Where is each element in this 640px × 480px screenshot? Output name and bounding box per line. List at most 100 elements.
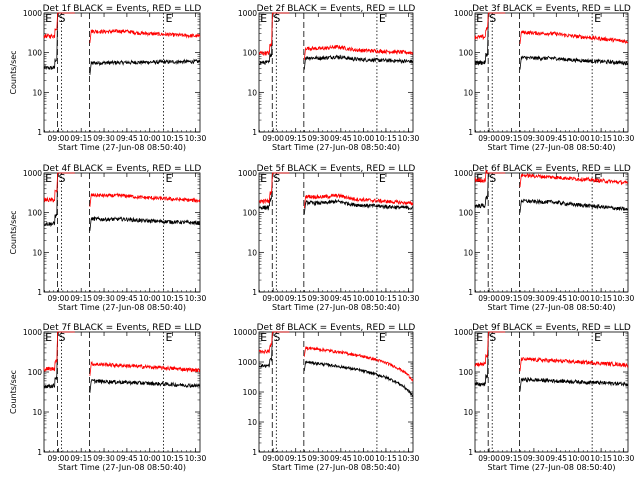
y-tick-label: 1000 <box>23 169 42 178</box>
x-axis-label: Start Time (27-Jun-08 08:50:40) <box>488 303 616 312</box>
series-black-pre <box>258 12 290 65</box>
series-red-post <box>89 360 201 376</box>
x-tick-label: 10:30 <box>613 454 635 463</box>
x-tick-label: 09:00 <box>478 454 500 463</box>
x-tick-label: 09:15 <box>285 134 307 143</box>
x-axis-label: Start Time (27-Jun-08 08:50:40) <box>58 463 186 472</box>
panel-title: Det 2f BLACK = Events, RED = LLD <box>257 4 416 14</box>
x-tick-label: 09:45 <box>116 294 138 303</box>
y-tick-label: 1000 <box>238 169 257 178</box>
y-tick-label: 10 <box>463 408 473 417</box>
y-tick-label: 1000 <box>23 328 42 337</box>
series-red-pre <box>258 331 290 355</box>
x-tick-label: 10:15 <box>162 134 184 143</box>
y-tick-label: 100 <box>243 49 258 58</box>
event-marker-label: E <box>379 331 386 344</box>
y-tick-label: 100 <box>459 49 474 58</box>
event-marker-label: S <box>59 172 66 185</box>
series-black-post <box>519 198 629 213</box>
x-tick-label: 10:30 <box>398 294 420 303</box>
x-tick-label: 09:15 <box>285 454 307 463</box>
y-tick-label: 10 <box>247 248 257 257</box>
x-tick-label: 09:00 <box>262 454 284 463</box>
x-tick-label: 10:30 <box>613 294 635 303</box>
x-tick-label: 09:30 <box>307 454 329 463</box>
y-tick-label: 1 <box>468 128 473 137</box>
x-axis-label: Start Time (27-Jun-08 08:50:40) <box>272 303 400 312</box>
x-tick-label: 09:45 <box>116 454 138 463</box>
panel-title: Det 3f BLACK = Events, RED = LLD <box>472 4 631 14</box>
y-tick-label: 1000 <box>454 328 473 337</box>
series-black-pre <box>43 172 75 228</box>
series-black-post <box>89 215 201 231</box>
x-tick-label: 09:00 <box>48 134 70 143</box>
x-axis-label: Start Time (27-Jun-08 08:50:40) <box>272 143 400 152</box>
series-black-post <box>303 54 414 70</box>
y-tick-label: 10 <box>463 248 473 257</box>
x-tick-label: 10:15 <box>590 294 612 303</box>
y-tick-label: 1000 <box>454 9 473 18</box>
x-tick-label: 09:15 <box>285 294 307 303</box>
x-tick-label: 09:30 <box>307 134 329 143</box>
series-black-post <box>89 58 201 75</box>
x-tick-label: 10:30 <box>398 454 420 463</box>
plot-frame <box>474 12 629 133</box>
y-tick-label: 1 <box>252 448 257 457</box>
event-marker-label: S <box>489 172 496 185</box>
x-tick-label: 10:30 <box>185 294 207 303</box>
x-tick-label: 10:00 <box>353 134 375 143</box>
panel-title: Det 4f BLACK = Events, RED = LLD <box>43 164 202 174</box>
x-tick-label: 10:00 <box>568 134 590 143</box>
event-marker-label: E <box>165 331 172 344</box>
y-tick-label: 100 <box>28 209 43 218</box>
y-tick-label: 100 <box>243 209 258 218</box>
event-marker-label: S <box>273 12 280 25</box>
series-red-post <box>89 192 201 207</box>
x-tick-label: 10:00 <box>139 454 161 463</box>
event-marker-label: E <box>45 331 52 344</box>
x-tick-label: 09:30 <box>93 294 115 303</box>
event-marker-label: S <box>273 172 280 185</box>
panel-title: Det 1f BLACK = Events, RED = LLD <box>43 4 202 14</box>
event-marker-label: E <box>594 172 601 185</box>
x-tick-label: 09:15 <box>70 134 92 143</box>
y-tick-label: 1 <box>468 448 473 457</box>
series-red-post <box>519 356 629 372</box>
plot-frame <box>43 172 201 293</box>
series-red-pre <box>474 12 506 41</box>
y-axis-label: Counts/sec <box>9 50 18 94</box>
x-tick-label: 09:45 <box>545 134 567 143</box>
event-marker-label: E <box>165 12 172 25</box>
series-black-pre <box>474 12 506 66</box>
series-red-pre <box>258 12 290 57</box>
panel-title: Det 6f BLACK = Events, RED = LLD <box>472 164 631 174</box>
series-black-pre <box>258 172 290 211</box>
x-axis-label: Start Time (27-Jun-08 08:50:40) <box>58 303 186 312</box>
y-tick-label: 1 <box>37 448 42 457</box>
x-tick-label: 09:45 <box>116 134 138 143</box>
series-red-pre <box>43 172 75 203</box>
plot-frame <box>258 331 414 453</box>
event-marker-label: S <box>59 331 66 344</box>
x-tick-label: 09:30 <box>523 134 545 143</box>
event-marker-label: E <box>476 331 483 344</box>
series-red-pre <box>258 172 290 205</box>
y-tick-label: 10 <box>247 88 257 97</box>
series-black-pre <box>474 331 506 387</box>
x-tick-label: 09:45 <box>330 294 352 303</box>
x-tick-label: 09:30 <box>523 294 545 303</box>
x-tick-label: 10:15 <box>590 454 612 463</box>
x-tick-label: 10:15 <box>375 294 397 303</box>
event-marker-label: E <box>260 172 267 185</box>
x-tick-label: 10:30 <box>398 134 420 143</box>
x-tick-label: 10:00 <box>139 134 161 143</box>
x-tick-label: 09:00 <box>478 134 500 143</box>
x-tick-label: 10:30 <box>613 134 635 143</box>
panel-title: Det 9f BLACK = Events, RED = LLD <box>472 323 631 333</box>
series-black-pre <box>43 12 75 70</box>
y-tick-label: 100 <box>243 388 258 397</box>
x-tick-label: 09:15 <box>70 294 92 303</box>
y-tick-label: 10000 <box>233 328 257 337</box>
